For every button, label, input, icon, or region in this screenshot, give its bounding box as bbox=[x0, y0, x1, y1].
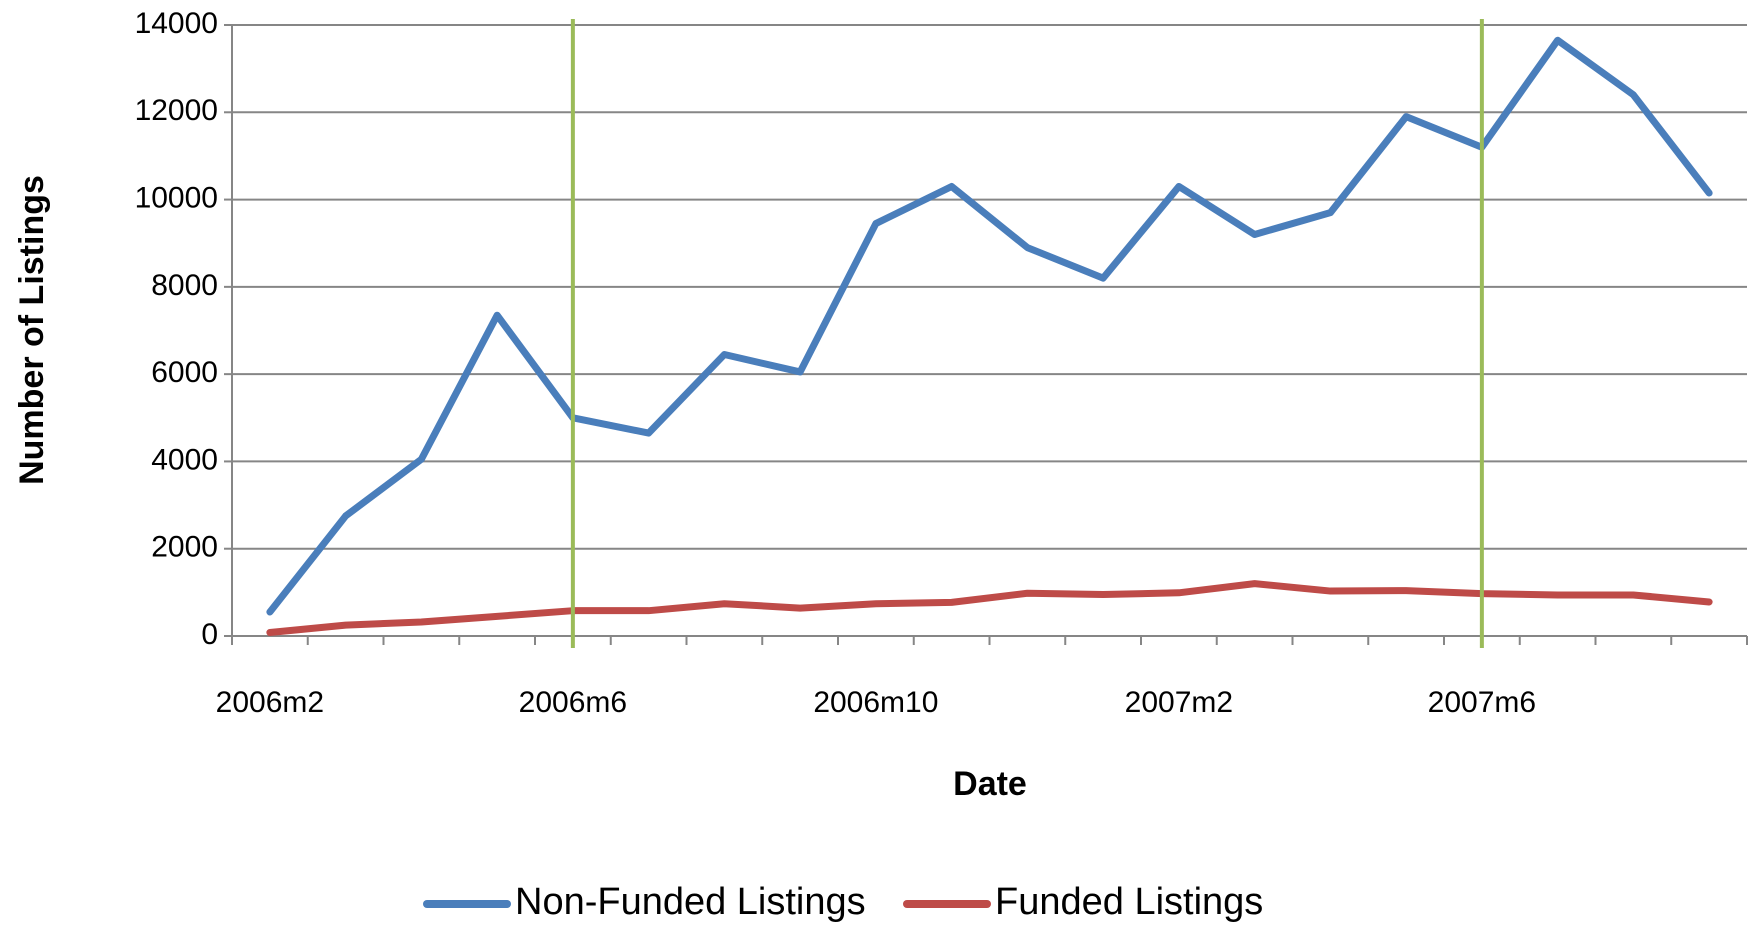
y-tick-label: 4000 bbox=[151, 443, 218, 476]
x-tick-label: 2007m6 bbox=[1428, 686, 1536, 719]
legend-label: Funded Listings bbox=[995, 881, 1263, 923]
y-tick-label: 6000 bbox=[151, 356, 218, 389]
data-line bbox=[266, 580, 1713, 637]
y-tick-label: 12000 bbox=[135, 94, 218, 127]
x-axis-title: Date bbox=[953, 765, 1027, 803]
y-axis-title: Number of Listings bbox=[13, 175, 51, 485]
x-tick-label: 2006m6 bbox=[519, 686, 627, 719]
x-tick-label: 2006m10 bbox=[813, 686, 938, 719]
y-tick-label: 14000 bbox=[135, 7, 218, 40]
x-tick-label: 2006m2 bbox=[216, 686, 324, 719]
y-tick-label: 0 bbox=[201, 618, 218, 651]
x-tick-label: 2007m2 bbox=[1125, 686, 1233, 719]
data-line bbox=[266, 36, 1713, 616]
y-tick-label: 2000 bbox=[151, 531, 218, 564]
y-tick-label: 8000 bbox=[151, 269, 218, 302]
y-tick-label: 10000 bbox=[135, 181, 218, 214]
legend-label: Non-Funded Listings bbox=[515, 881, 866, 923]
